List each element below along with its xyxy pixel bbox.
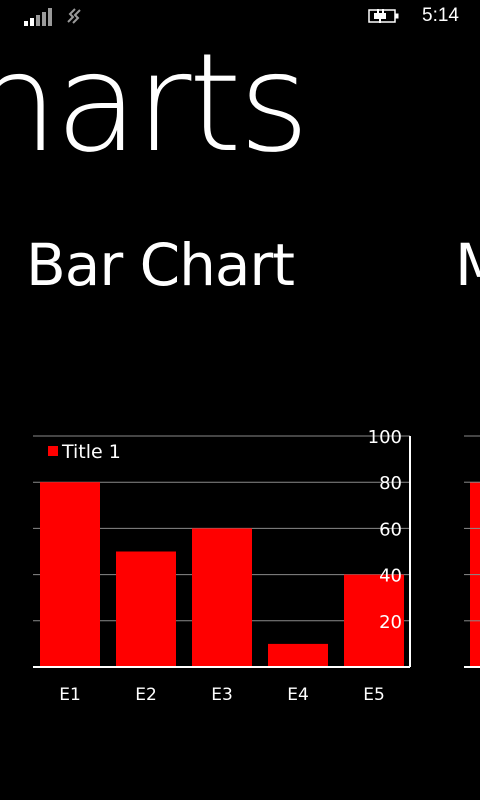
x-tick-label: E5 xyxy=(363,685,385,705)
legend-swatch xyxy=(48,446,58,456)
y-tick-label: 80 xyxy=(379,473,402,494)
legend-label: Title 1 xyxy=(61,441,121,463)
y-tick-label: 20 xyxy=(379,612,402,633)
next-section-header[interactable]: M xyxy=(455,236,480,294)
data-connection-icon xyxy=(67,8,81,24)
x-tick-label: E4 xyxy=(287,685,309,705)
bar-e5[interactable] xyxy=(344,574,404,667)
bar-e3[interactable] xyxy=(192,528,252,667)
clock: 5:14 xyxy=(422,5,459,26)
bar-e1[interactable] xyxy=(40,482,100,667)
status-bar: 5:14 xyxy=(0,0,480,32)
bar-e4[interactable] xyxy=(268,643,328,667)
x-tick-label: E1 xyxy=(59,685,81,705)
x-tick-label: E2 xyxy=(135,685,157,705)
y-tick-label: 100 xyxy=(368,427,402,448)
battery-charging-icon xyxy=(368,9,399,23)
x-tick-label: E3 xyxy=(211,685,233,705)
bar-e2[interactable] xyxy=(116,551,176,668)
y-tick-label: 60 xyxy=(379,519,402,540)
panorama-title: harts xyxy=(0,25,310,183)
section-header[interactable]: Bar Chart xyxy=(26,231,295,299)
y-tick-label: 40 xyxy=(379,566,402,587)
signal-bars-icon xyxy=(24,8,54,26)
bar-chart: 20 40 60 80 100 E1 E2 E3 E4 E5 Title 1 xyxy=(33,427,480,705)
